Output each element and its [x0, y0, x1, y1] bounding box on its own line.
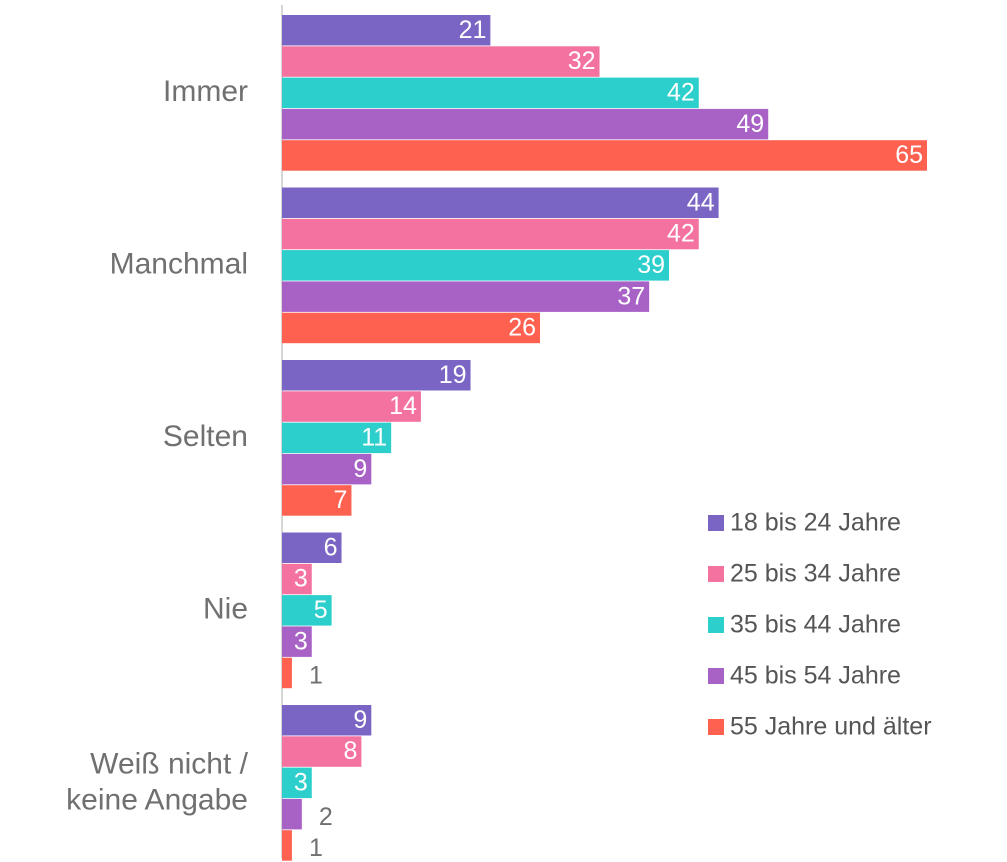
value-label: 6: [324, 533, 338, 561]
value-label: 39: [637, 251, 665, 279]
value-label: 9: [353, 455, 367, 483]
bar: [282, 563, 312, 595]
value-label: 42: [667, 220, 695, 248]
value-label: 3: [294, 565, 308, 593]
bar: [282, 485, 352, 516]
bar: [282, 140, 927, 171]
value-label: 2: [319, 803, 333, 831]
legend-swatch: [708, 719, 724, 735]
bar: [282, 77, 699, 109]
category-label: Nie: [203, 593, 248, 626]
category-label: Manchmal: [110, 248, 248, 281]
legend-label: 18 bis 24 Jahre: [730, 509, 901, 537]
bar: [282, 218, 699, 250]
bar: [282, 281, 650, 312]
value-label: 1: [309, 834, 323, 862]
value-label: 3: [294, 768, 308, 796]
value-label: 32: [568, 47, 596, 75]
legend-swatch: [708, 515, 724, 531]
value-label: 5: [314, 596, 328, 624]
legend-swatch: [708, 617, 724, 633]
value-label: 65: [895, 141, 923, 169]
value-label: 7: [334, 486, 348, 514]
bar: [282, 705, 372, 736]
value-label: 9: [353, 706, 367, 734]
legend-swatch: [708, 668, 724, 684]
bar: [282, 250, 669, 281]
bar: [282, 736, 362, 767]
legend-label: 25 bis 34 Jahre: [730, 560, 901, 588]
bar: [282, 15, 491, 46]
legend-label: 55 Jahre und älter: [730, 713, 932, 741]
value-label: 3: [294, 627, 308, 655]
bar: [282, 453, 372, 485]
bar: [282, 532, 342, 563]
value-label: 19: [439, 361, 467, 389]
value-label: 49: [736, 110, 764, 138]
bar: [282, 798, 302, 830]
legend-label: 45 bis 54 Jahre: [730, 662, 901, 690]
value-label: 26: [508, 314, 536, 342]
value-label: 11: [361, 423, 387, 451]
bar: [282, 312, 540, 344]
category-label: Immer: [163, 75, 248, 108]
bar: [282, 187, 719, 218]
category-label: Weiß nicht / keine Angabe: [66, 747, 249, 816]
bar: [282, 108, 769, 140]
bar: [282, 626, 312, 657]
value-label: 1: [309, 662, 323, 690]
bar: [282, 391, 421, 422]
bar: [282, 830, 292, 861]
bar: [282, 422, 392, 454]
bar: [282, 657, 292, 689]
legend-label: 35 bis 44 Jahre: [730, 611, 901, 639]
value-label: 44: [687, 188, 715, 216]
value-label: 37: [617, 282, 645, 310]
category-label: Selten: [163, 420, 248, 453]
value-label: 14: [389, 392, 417, 420]
bar: [282, 360, 471, 391]
value-label: 42: [667, 78, 695, 106]
bar: [282, 46, 600, 77]
value-label: 21: [459, 16, 487, 44]
bar: [282, 595, 332, 626]
value-label: 8: [343, 737, 357, 765]
bar: [282, 767, 312, 799]
legend-swatch: [708, 566, 724, 582]
